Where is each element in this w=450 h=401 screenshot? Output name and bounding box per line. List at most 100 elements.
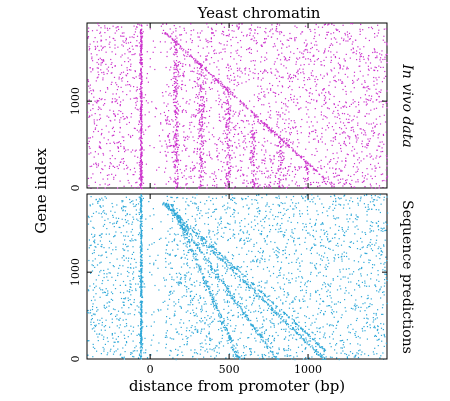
data-point [262, 72, 264, 74]
data-point [195, 307, 198, 309]
data-point [227, 175, 229, 177]
data-point [244, 149, 246, 151]
data-point [206, 110, 208, 112]
data-point [105, 125, 107, 127]
data-point [175, 86, 177, 88]
data-point [306, 178, 308, 180]
data-point [301, 156, 303, 158]
data-point [136, 100, 138, 102]
data-point [205, 40, 207, 42]
data-point [326, 34, 328, 36]
data-point [238, 112, 240, 114]
data-point [350, 129, 352, 131]
data-point [103, 137, 105, 139]
data-point [98, 234, 101, 237]
data-point [192, 87, 194, 89]
data-point [201, 64, 203, 66]
data-point [111, 276, 113, 278]
data-point [101, 161, 103, 163]
data-point [330, 61, 332, 63]
data-point [202, 88, 204, 90]
data-point [275, 101, 277, 103]
data-point [359, 200, 361, 202]
data-point [238, 127, 241, 129]
data-point [98, 323, 100, 325]
data-point [274, 181, 276, 183]
data-point [235, 124, 237, 127]
data-point [312, 167, 315, 169]
data-point [204, 140, 206, 142]
data-point [235, 146, 237, 148]
data-point [193, 57, 195, 60]
data-point [99, 32, 101, 34]
data-point [321, 26, 324, 28]
data-point [195, 115, 197, 117]
data-point [253, 137, 255, 139]
data-point [134, 150, 136, 152]
data-point [359, 58, 361, 60]
data-point [133, 167, 136, 169]
data-point [317, 140, 319, 142]
data-point [225, 125, 227, 127]
data-point [213, 52, 215, 55]
data-point [344, 235, 346, 237]
data-point [127, 61, 130, 63]
data-point [125, 243, 127, 246]
data-point [198, 120, 200, 122]
data-point [359, 70, 361, 72]
data-point [226, 164, 228, 166]
data-point [324, 48, 326, 50]
data-point [371, 168, 373, 170]
data-point [230, 45, 232, 47]
data-point [345, 268, 347, 270]
data-point [108, 43, 110, 45]
data-point [183, 139, 186, 141]
data-point [257, 118, 259, 121]
data-point [88, 140, 90, 142]
data-point [293, 98, 295, 100]
data-point [268, 218, 270, 220]
data-point [207, 72, 210, 74]
data-point [305, 337, 307, 339]
data-point [258, 98, 260, 100]
data-point [174, 310, 176, 312]
data-point [323, 334, 325, 336]
data-point [208, 275, 210, 278]
data-point [228, 187, 231, 190]
data-point [278, 141, 280, 143]
data-point [220, 82, 222, 85]
data-point [116, 318, 118, 320]
data-point [252, 135, 254, 138]
data-point [272, 91, 274, 93]
data-point [369, 138, 371, 140]
data-point [200, 157, 202, 159]
data-point [277, 118, 279, 120]
data-point [206, 78, 208, 80]
data-point [296, 152, 298, 154]
data-point [199, 149, 201, 151]
data-point [220, 160, 222, 163]
data-point [216, 266, 218, 268]
data-point [253, 37, 256, 39]
data-point [243, 135, 245, 137]
data-point [316, 150, 318, 152]
data-point [223, 91, 225, 93]
data-point [285, 174, 287, 177]
data-point [369, 156, 371, 158]
data-point [288, 123, 290, 125]
data-point [120, 117, 122, 119]
data-point [334, 233, 336, 235]
data-point [267, 170, 269, 172]
data-point [250, 38, 252, 41]
data-point [164, 257, 167, 260]
data-point [253, 112, 255, 114]
data-point [125, 40, 127, 42]
data-point [187, 251, 189, 253]
data-point [365, 233, 367, 235]
data-point [141, 94, 143, 96]
data-point [280, 202, 282, 204]
data-point [172, 145, 174, 147]
data-point [331, 70, 333, 72]
data-point [222, 256, 224, 258]
data-point [339, 127, 341, 129]
